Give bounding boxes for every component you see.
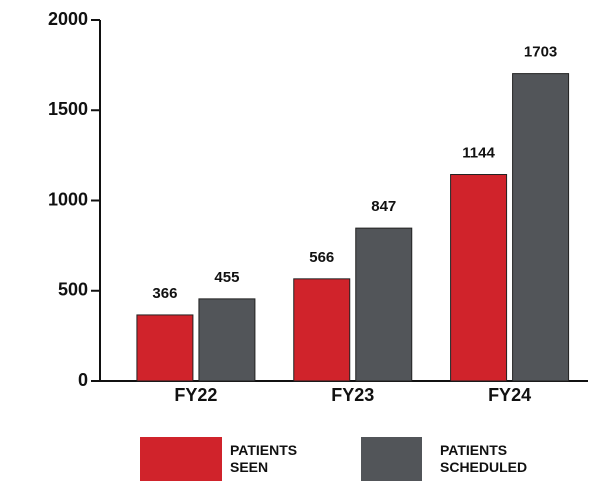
value-label: 1144 <box>462 144 495 161</box>
value-label: 1703 <box>524 44 557 61</box>
x-tick-label: FY22 <box>174 385 217 405</box>
legend-label: PATIENTS SCHEDULED <box>440 442 528 475</box>
bar <box>450 174 508 382</box>
value-label: 455 <box>214 269 239 286</box>
legend-swatch <box>361 437 422 481</box>
bar <box>293 278 351 382</box>
y-tick-label: 500 <box>58 280 88 300</box>
legend-item: PATIENTS SEEN <box>140 437 330 481</box>
value-label: 366 <box>152 285 177 302</box>
bar <box>355 227 413 382</box>
x-tick-label: FY24 <box>488 385 531 405</box>
bar <box>512 73 570 382</box>
legend-swatch <box>140 437 222 481</box>
bar <box>136 314 194 382</box>
bar <box>198 298 256 382</box>
y-tick-label: 0 <box>78 370 88 390</box>
legend-label: PATIENTS SEEN <box>230 442 298 475</box>
value-label: 847 <box>371 198 396 215</box>
y-tick-label: 1500 <box>48 99 88 119</box>
y-tick-label: 2000 <box>48 9 88 29</box>
legend-item: PATIENTS SCHEDULED <box>361 437 540 481</box>
chart: 0 500 1000 1500 2000 FY22 366 455 FY23 566 847 FY24… <box>48 9 588 405</box>
value-label: 566 <box>309 249 334 266</box>
x-tick-label: FY23 <box>331 385 374 405</box>
y-tick-label: 1000 <box>48 189 88 209</box>
